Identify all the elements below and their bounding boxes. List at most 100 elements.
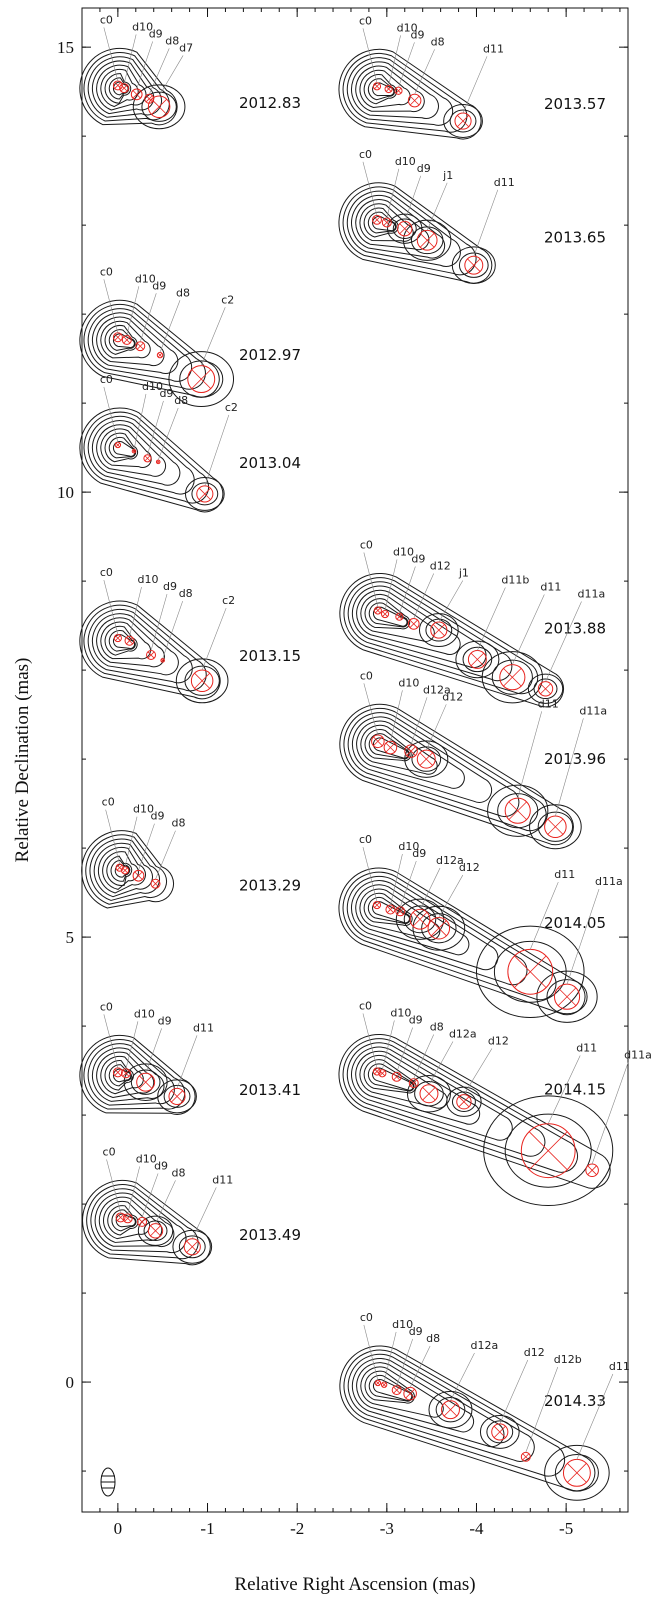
component-label: d10 bbox=[395, 155, 416, 168]
contour bbox=[90, 1188, 187, 1254]
component-cross bbox=[493, 1425, 506, 1438]
contour bbox=[414, 1081, 444, 1107]
plot-frame bbox=[81, 7, 629, 1513]
component-label: d11 bbox=[540, 580, 561, 593]
contour bbox=[343, 577, 539, 695]
component-cross bbox=[115, 635, 121, 641]
contour bbox=[87, 308, 193, 382]
y-tick-label: 0 bbox=[66, 1373, 75, 1392]
contour bbox=[411, 746, 442, 772]
component-label: c0 bbox=[100, 373, 113, 386]
component: d11a bbox=[553, 875, 623, 1010]
component-label: d9 bbox=[152, 279, 166, 292]
component: c0 bbox=[103, 1145, 126, 1223]
component: j1 bbox=[430, 566, 469, 639]
component: c0 bbox=[360, 538, 382, 615]
component-cross bbox=[393, 1386, 401, 1394]
epoch-label: 2014.05 bbox=[544, 914, 606, 932]
component-cross bbox=[386, 906, 394, 913]
contour bbox=[143, 1220, 168, 1242]
label-leader bbox=[362, 846, 378, 902]
component: c0 bbox=[359, 14, 382, 91]
component-label: d10 bbox=[142, 380, 163, 393]
y-tick-label: 15 bbox=[57, 38, 74, 57]
contour bbox=[342, 186, 477, 276]
component: d12 bbox=[416, 690, 463, 769]
component: d8 bbox=[160, 587, 193, 663]
contour bbox=[102, 1200, 151, 1240]
component: d11 bbox=[504, 697, 559, 824]
contour bbox=[343, 708, 547, 832]
contour bbox=[93, 842, 153, 898]
contour bbox=[191, 482, 219, 506]
contour bbox=[87, 56, 163, 118]
contour bbox=[443, 104, 483, 138]
component-cross bbox=[151, 98, 167, 115]
component-label: d12b bbox=[554, 1353, 582, 1366]
component-label: d12 bbox=[524, 1346, 545, 1359]
contour bbox=[79, 299, 220, 398]
component: c0 bbox=[100, 1000, 123, 1078]
component-label: d8 bbox=[165, 34, 179, 47]
epoch-label: 2014.15 bbox=[544, 1080, 606, 1098]
component: j1 bbox=[416, 169, 453, 251]
component: d8 bbox=[147, 1166, 186, 1239]
component-cross bbox=[373, 216, 381, 224]
component-label: c0 bbox=[100, 265, 113, 278]
contour bbox=[364, 1370, 416, 1404]
contour bbox=[364, 729, 412, 762]
component: d11 bbox=[168, 1021, 214, 1105]
component: d12 bbox=[491, 1346, 545, 1441]
component-label: d10 bbox=[397, 21, 418, 34]
label-leader bbox=[103, 1014, 119, 1068]
contour bbox=[96, 617, 165, 668]
contour bbox=[342, 53, 468, 133]
component: d8 bbox=[144, 34, 179, 104]
label-leader bbox=[450, 1352, 475, 1401]
component-cross bbox=[375, 1380, 381, 1386]
contour bbox=[363, 74, 398, 105]
epoch-label: 2013.88 bbox=[544, 619, 606, 637]
component: c2 bbox=[196, 401, 238, 503]
contour bbox=[339, 572, 565, 708]
component-cross bbox=[503, 668, 522, 687]
contour bbox=[347, 712, 520, 818]
component-cross bbox=[528, 1131, 568, 1170]
component: d10 bbox=[124, 573, 159, 646]
component-cross bbox=[393, 1073, 401, 1081]
label-leader bbox=[390, 853, 403, 906]
contour bbox=[368, 602, 409, 628]
label-leader bbox=[155, 830, 176, 880]
contour bbox=[483, 1095, 614, 1207]
component-cross bbox=[115, 442, 121, 448]
component-circle bbox=[372, 900, 382, 910]
label-leader bbox=[126, 286, 140, 336]
contour bbox=[100, 428, 152, 469]
component-label: c0 bbox=[100, 13, 113, 26]
contour bbox=[87, 608, 193, 684]
contour bbox=[479, 1414, 520, 1449]
contour bbox=[360, 593, 435, 642]
component: d9 bbox=[146, 580, 177, 660]
contour bbox=[338, 867, 586, 1016]
contour bbox=[111, 1209, 137, 1232]
label-leader bbox=[155, 1180, 176, 1224]
component-cross bbox=[396, 613, 403, 620]
label-leader bbox=[410, 697, 428, 745]
label-leader bbox=[363, 552, 379, 607]
component-label: d11 bbox=[212, 1173, 233, 1186]
component-label: d12 bbox=[442, 690, 463, 703]
contour bbox=[372, 901, 410, 924]
component-cross bbox=[458, 1096, 470, 1108]
contour bbox=[355, 1362, 475, 1433]
component: d10 bbox=[122, 1152, 157, 1224]
label-leader bbox=[103, 580, 119, 635]
component-label: d8 bbox=[174, 394, 188, 407]
contour bbox=[372, 82, 395, 97]
x-tick-label: -3 bbox=[380, 1519, 394, 1538]
label-leader bbox=[362, 1013, 378, 1068]
component-cross bbox=[379, 1070, 386, 1077]
